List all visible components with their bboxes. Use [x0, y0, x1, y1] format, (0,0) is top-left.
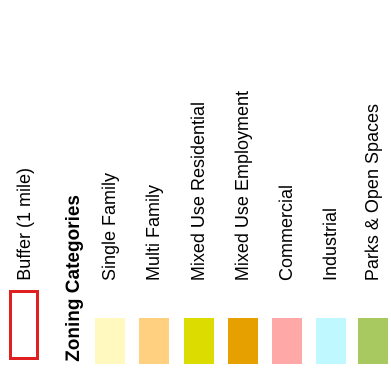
- label-parks-open-spaces: Parks & Open Spaces: [362, 103, 382, 281]
- swatch-multi-family: [139, 318, 169, 364]
- legend-heading: Zoning Categories: [63, 195, 84, 362]
- swatch-parks-open-spaces: [358, 318, 388, 364]
- label-industrial: Industrial: [320, 207, 340, 281]
- swatch-mixed-use-residential: [184, 318, 214, 364]
- label-multi-family: Multi Family: [143, 184, 163, 281]
- swatch-single-family: [95, 318, 125, 364]
- label-commercial: Commercial: [276, 184, 296, 281]
- buffer-label: Buffer (1 mile): [14, 168, 34, 281]
- swatch-industrial: [316, 318, 346, 364]
- label-mixed-use-employment: Mixed Use Employment: [232, 90, 252, 281]
- swatch-mixed-use-employment: [228, 318, 258, 364]
- swatch-commercial: [272, 318, 302, 364]
- label-mixed-use-residential: Mixed Use Residential: [188, 101, 208, 281]
- label-single-family: Single Family: [99, 172, 119, 281]
- buffer-swatch: [9, 290, 39, 360]
